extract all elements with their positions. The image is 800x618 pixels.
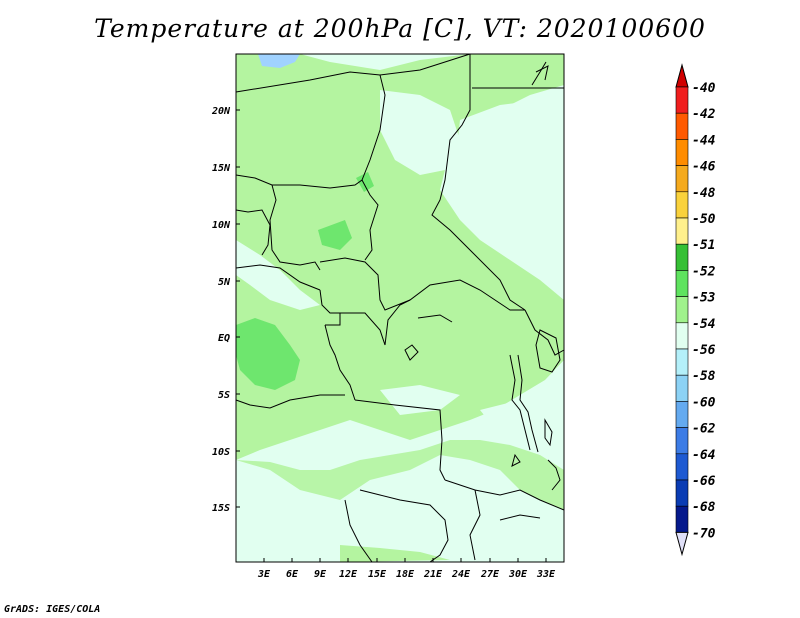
lat-label: 5N (218, 277, 231, 288)
colorbar-label: -60 (692, 395, 716, 410)
colorbar-swatch (675, 112, 689, 140)
colorbar-swatch (675, 505, 689, 533)
colorbar-swatch (675, 479, 689, 507)
lat-label: 15N (212, 163, 231, 174)
colorbar-swatch (675, 401, 689, 428)
temperature-fill-54 (236, 90, 564, 435)
colorbar-label: -53 (692, 291, 716, 306)
lon-label: 27E (480, 569, 500, 580)
lon-label: 6E (286, 569, 299, 580)
lat-label: EQ (218, 333, 230, 344)
colorbar-label: -70 (692, 526, 716, 541)
lat-label: 5S (218, 390, 230, 401)
lon-axis: 3E 6E 9E 12E 15E 18E 21E 24E 27E 30E 33E (257, 569, 556, 580)
colorbar-swatch (675, 296, 689, 324)
lat-label: 20N (211, 106, 231, 117)
colorbar: -40 -42 -44 -46 -48 -50 -51 -52 -53 -54 -56 -58 -60 -… (675, 63, 716, 557)
colorbar-label: -42 (692, 107, 716, 122)
lat-label: 15S (212, 503, 230, 514)
grads-credit: GrADS: IGES/COLA (4, 604, 101, 615)
lon-label: 30E (508, 569, 528, 580)
colorbar-label: -50 (692, 212, 716, 227)
colorbar-swatch (675, 270, 689, 297)
colorbar-label: -54 (692, 317, 716, 332)
colorbar-swatch (675, 217, 689, 245)
colorbar-label: -51 (692, 238, 715, 253)
colorbar-label: -62 (692, 422, 716, 437)
temperature-fill-52 (236, 172, 374, 390)
colorbar-swatch (675, 348, 689, 376)
temperature-fill-53 (236, 54, 564, 562)
colorbar-label: -68 (692, 500, 716, 515)
lon-ticks (263, 558, 547, 562)
colorbar-label: -56 (692, 343, 716, 358)
country-borders (235, 53, 565, 563)
colorbar-label: -52 (692, 264, 716, 279)
lon-label: 21E (423, 569, 443, 580)
lon-label: 33E (536, 569, 556, 580)
colorbar-swatch (675, 86, 689, 114)
colorbar-label: -48 (692, 186, 716, 201)
colorbar-swatch (675, 191, 689, 219)
lake-patch (258, 54, 300, 68)
colorbar-swatch (675, 374, 689, 402)
colorbar-swatch (675, 139, 689, 166)
lon-label: 9E (314, 569, 327, 580)
lat-axis: 20N 15N 10N 5N EQ 5S 10S 15S (211, 106, 231, 514)
colorbar-swatch (675, 453, 689, 481)
colorbar-label: -44 (692, 133, 716, 148)
colorbar-label: -64 (692, 448, 716, 463)
colorbar-swatch (675, 427, 689, 455)
colorbar-label: -58 (692, 369, 716, 384)
lon-label: 12E (339, 569, 358, 580)
lon-label: 18E (396, 569, 415, 580)
lat-label: 10S (212, 447, 230, 458)
lon-label: 24E (451, 569, 471, 580)
lon-label: 15E (368, 569, 387, 580)
colorbar-label: -46 (692, 160, 716, 175)
lat-label: 10N (212, 220, 231, 231)
lat-ticks (236, 109, 240, 508)
colorbar-swatch (675, 322, 689, 350)
lon-label: 3E (257, 569, 271, 580)
colorbar-top-arrow (675, 63, 689, 88)
colorbar-label: -66 (692, 474, 716, 489)
map-title: Temperature at 200hPa [C], VT: 202010060… (94, 14, 706, 43)
colorbar-swatch (675, 243, 689, 271)
colorbar-swatch (675, 165, 689, 193)
colorbar-label: -40 (692, 81, 716, 96)
plot-frame (235, 53, 565, 563)
colorbar-bottom-arrow (675, 531, 689, 557)
